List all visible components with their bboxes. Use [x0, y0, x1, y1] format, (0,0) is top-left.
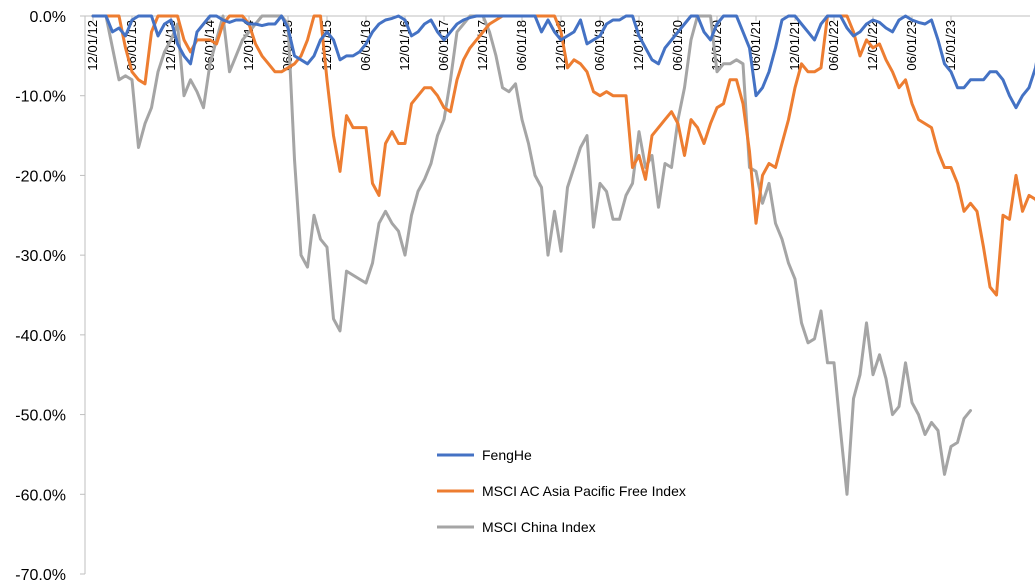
x-tick-label: 06/01/23 — [904, 20, 919, 71]
x-tick-label: 06/01/22 — [826, 20, 841, 71]
y-tick-label: 0.0% — [30, 9, 66, 26]
y-tick-label: -20.0% — [15, 168, 66, 185]
x-tick-label: 06/01/17 — [436, 20, 451, 71]
x-tick-label: 12/01/17 — [475, 20, 490, 71]
legend: FengHe MSCI AC Asia Pacific Free Index MSC… — [437, 447, 686, 535]
x-tick-label: 12/01/16 — [397, 20, 412, 71]
legend-label-1: MSCI AC Asia Pacific Free Index — [482, 483, 686, 499]
y-tick-label: -30.0% — [15, 248, 66, 265]
x-tick-label: 12/01/21 — [787, 20, 802, 71]
x-tick-label: 12/01/19 — [631, 20, 646, 71]
y-tick-label: -70.0% — [15, 567, 66, 584]
y-axis: 0.0% -10.0% -20.0% -30.0% -40.0% -50.0% -60.0%… — [15, 9, 86, 584]
x-tick-label: 06/01/20 — [670, 20, 685, 71]
legend-label-2: MSCI China Index — [482, 519, 596, 535]
series-line-2 — [91, 14, 972, 496]
series-layer — [91, 14, 1035, 496]
x-tick-label: 06/01/14 — [202, 20, 217, 71]
y-tick-label: -60.0% — [15, 487, 66, 504]
x-tick-label: 12/01/12 — [85, 20, 100, 71]
series-line-1 — [91, 14, 1035, 297]
x-axis: 12/01/12 06/01/13 12/01/13 06/01/14 12/01/14… — [85, 15, 1030, 71]
y-tick-label: -50.0% — [15, 408, 66, 425]
y-tick-label: -10.0% — [15, 89, 66, 106]
x-tick-label: 06/01/18 — [514, 20, 529, 71]
y-tick-label: -40.0% — [15, 328, 66, 345]
x-tick-label: 12/01/23 — [943, 20, 958, 71]
series-line-0 — [91, 14, 1035, 110]
x-tick-label: 06/01/15 — [280, 20, 295, 71]
legend-label-0: FengHe — [482, 447, 532, 463]
